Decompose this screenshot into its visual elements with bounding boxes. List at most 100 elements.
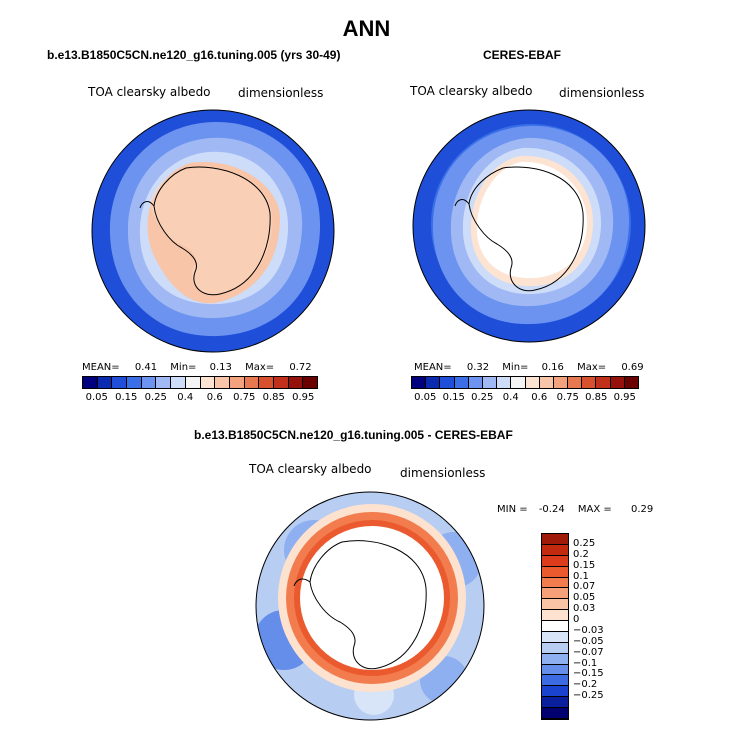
diff-colorbar-swatch [542,697,568,709]
colorbar-tick-label: 0.25 [144,392,167,403]
colorbar-swatch [141,377,157,388]
diff-colorbar-swatch [542,708,568,719]
diff-colorbar-tick-label: −0.03 [573,624,604,636]
colorbar-swatch [596,377,611,388]
colorbar-swatch [273,377,289,388]
diff-subtitle: b.e13.B1850C5CN.ne120_g16.tuning.005 - C… [194,428,513,442]
colorbar-swatch [440,377,455,388]
diff-max-label: MAX = [577,504,612,515]
panel2-min-label: Min= [502,362,529,373]
panel2-units-label: dimensionless [559,86,645,100]
diff-colorbar-swatch [542,675,568,687]
colorbar-swatch [426,377,441,388]
diff-colorbar-swatch [542,555,568,567]
colorbar-swatch [215,377,230,388]
colorbar-swatch [454,377,469,388]
panel1-max-value: 0.72 [289,362,312,373]
diff-colorbar-swatch [542,577,568,589]
diff-colorbar-tick-label: −0.07 [573,646,604,658]
colorbar-swatch [171,377,186,388]
diff-min-value: -0.24 [538,504,565,515]
diff-variable-label: TOA clearsky albedo [249,462,372,476]
panel2-colorbar [411,376,639,389]
colorbar-swatch [412,377,427,388]
colorbar-swatch [288,377,304,388]
diff-colorbar-swatch [542,599,568,611]
colorbar-tick-label: 0.6 [206,392,223,403]
diff-polar-map [255,491,485,721]
colorbar-swatch [200,377,216,388]
panel1-min-label: Min= [170,362,197,373]
diff-colorbar-tick-label: 0.07 [573,581,596,593]
panel2-max-value: 0.69 [621,362,644,373]
colorbar-swatch [482,377,498,388]
colorbar-tick-label: 0.75 [556,392,579,403]
colorbar-tick-label: 0.95 [613,392,636,403]
colorbar-tick-label: 0.4 [502,392,519,403]
panel1-colorbar-ticks: 0.05 0.15 0.25 0.4 0.6 0.75 0.85 0.95 [82,392,318,404]
diff-colorbar-swatch [542,534,568,545]
colorbar-tick-label: 0.4 [177,392,194,403]
diff-colorbar [541,533,569,720]
panel1-subtitle: b.e13.B1850C5CN.ne120_g16.tuning.005 (yr… [47,48,341,62]
diff-colorbar-tick-label: 0.2 [573,548,589,560]
colorbar-swatch [259,377,274,388]
colorbar-swatch [229,377,245,388]
colorbar-tick-label: 0.85 [262,392,285,403]
colorbar-swatch [511,377,526,388]
diff-colorbar-swatch [542,631,568,643]
panel1-variable-label: TOA clearsky albedo [88,85,211,99]
diff-colorbar-swatch [542,544,568,556]
colorbar-swatch [610,377,625,388]
diff-colorbar-swatch [542,653,568,665]
colorbar-tick-label: 0.75 [233,392,256,403]
colorbar-tick-label: 0.05 [414,392,437,403]
panel1-units-label: dimensionless [238,86,324,100]
colorbar-swatch [497,377,512,388]
colorbar-swatch [156,377,172,388]
diff-colorbar-tick-label: 0.15 [573,559,596,571]
panel1-min-value: 0.13 [209,362,232,373]
colorbar-swatch [525,377,540,388]
diff-colorbar-tick-label: −0.1 [573,657,598,669]
diff-colorbar-tick-label: −0.15 [573,668,604,680]
diff-min-label: MIN = [497,504,528,515]
colorbar-swatch [582,377,597,388]
diff-colorbar-tick-label: −0.25 [573,690,604,702]
colorbar-tick-label: 0.15 [442,392,465,403]
colorbar-tick-label: 0.25 [471,392,494,403]
diff-colorbar-swatch [542,588,568,600]
colorbar-tick-label: 0.15 [115,392,138,403]
panel1-max-label: Max= [245,362,275,373]
colorbar-tick-label: 0.85 [585,392,608,403]
diff-colorbar-tick-label: −0.05 [573,635,604,647]
panel1-polar-map [91,109,335,353]
colorbar-tick-label: 0.05 [85,392,108,403]
panel1-mean-value: 0.41 [134,362,158,373]
colorbar-swatch [303,377,317,388]
colorbar-tick-label: 0.6 [531,392,548,403]
diff-colorbar-tick-label: −0.2 [573,679,598,691]
diff-colorbar-tick-label: 0.05 [573,592,596,604]
diff-units-label: dimensionless [400,466,486,480]
diff-colorbar-swatch [542,566,568,578]
diff-max-value: 0.29 [630,504,654,515]
colorbar-tick-label: 0.95 [292,392,315,403]
colorbar-swatch [83,377,98,388]
colorbar-swatch [568,377,583,388]
diff-colorbar-swatch [542,621,568,632]
colorbar-swatch [624,377,638,388]
diff-colorbar-swatch [542,664,568,676]
diff-colorbar-tick-label: 0.25 [573,537,596,549]
panel2-subtitle: CERES-EBAF [483,48,562,62]
colorbar-swatch [97,377,113,388]
panel2-colorbar-ticks: 0.05 0.15 0.25 0.4 0.6 0.75 0.85 0.95 [411,392,639,404]
figure-title: ANN [342,16,391,41]
colorbar-swatch [553,377,569,388]
panel2-polar-map [412,109,646,343]
panel2-mean-value: 0.32 [466,362,490,373]
panel2-mean-label: MEAN= [414,362,452,373]
panel2-variable-label: TOA clearsky albedo [410,84,533,98]
diff-colorbar-swatch [542,610,568,622]
panel2-min-value: 0.16 [541,362,564,373]
